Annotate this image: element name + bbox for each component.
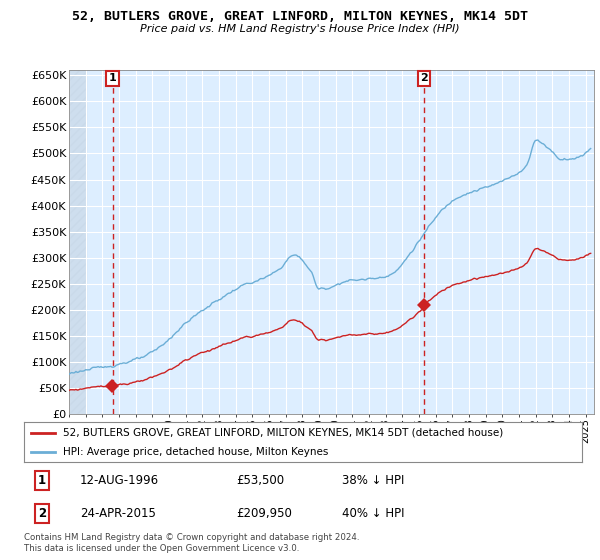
Text: 1: 1 xyxy=(38,474,46,487)
Text: 52, BUTLERS GROVE, GREAT LINFORD, MILTON KEYNES, MK14 5DT: 52, BUTLERS GROVE, GREAT LINFORD, MILTON… xyxy=(72,10,528,23)
Text: 2: 2 xyxy=(38,507,46,520)
Text: Contains HM Land Registry data © Crown copyright and database right 2024.
This d: Contains HM Land Registry data © Crown c… xyxy=(24,533,359,553)
Text: 24-APR-2015: 24-APR-2015 xyxy=(80,507,155,520)
Text: 2: 2 xyxy=(420,73,428,83)
Text: £209,950: £209,950 xyxy=(236,507,292,520)
Text: Price paid vs. HM Land Registry's House Price Index (HPI): Price paid vs. HM Land Registry's House … xyxy=(140,24,460,34)
Text: 12-AUG-1996: 12-AUG-1996 xyxy=(80,474,159,487)
Bar xyxy=(69,70,87,414)
Text: 40% ↓ HPI: 40% ↓ HPI xyxy=(342,507,404,520)
Text: 1: 1 xyxy=(109,73,116,83)
Text: 52, BUTLERS GROVE, GREAT LINFORD, MILTON KEYNES, MK14 5DT (detached house): 52, BUTLERS GROVE, GREAT LINFORD, MILTON… xyxy=(63,428,503,438)
Text: 38% ↓ HPI: 38% ↓ HPI xyxy=(342,474,404,487)
Text: HPI: Average price, detached house, Milton Keynes: HPI: Average price, detached house, Milt… xyxy=(63,447,328,457)
Text: £53,500: £53,500 xyxy=(236,474,284,487)
